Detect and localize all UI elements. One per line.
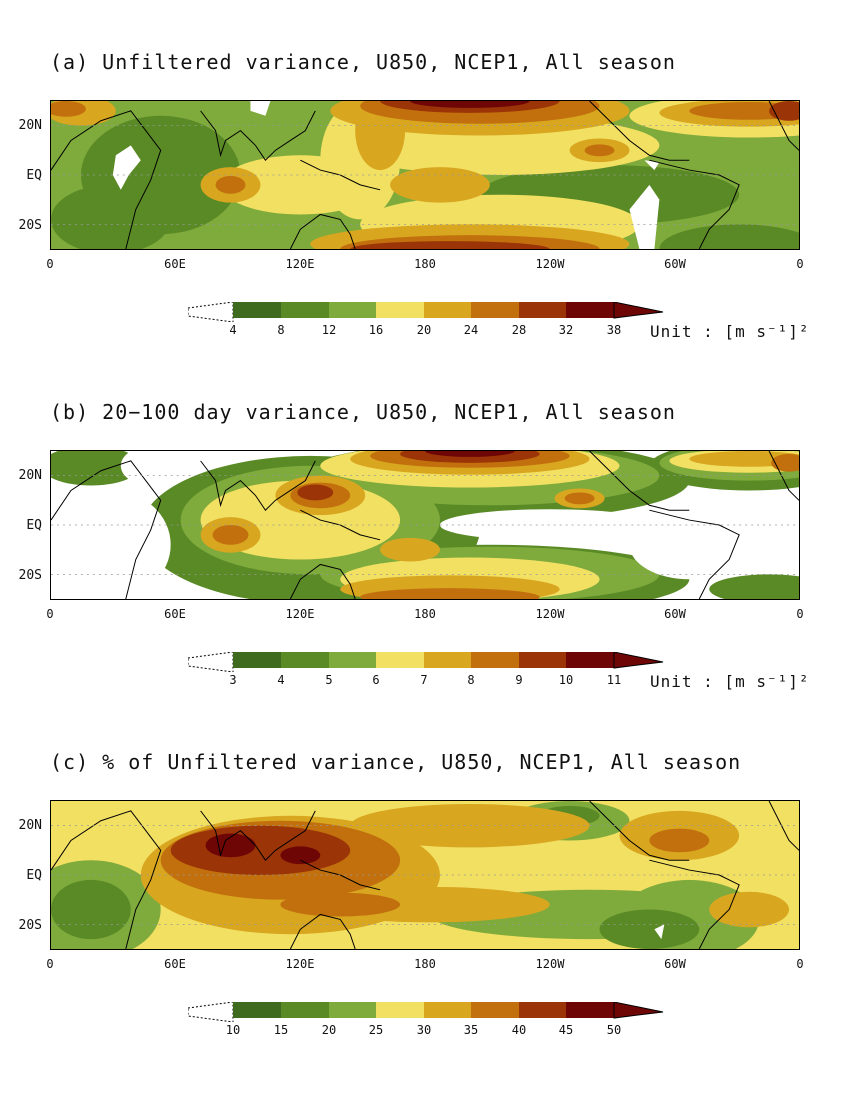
panel-b-map <box>50 450 800 600</box>
panel-b-xtick: 60E <box>164 607 186 621</box>
panel-c-cb-label: 10 <box>225 1023 241 1037</box>
panel-a-cb-label: 16 <box>368 323 384 337</box>
panel-c-cb-label: 20 <box>321 1023 337 1037</box>
panel-c-gridlines <box>51 825 799 925</box>
panel-c-cb-label: 25 <box>368 1023 384 1037</box>
panel-c-colorbar <box>187 1001 668 1023</box>
panel-c-cb-label: 15 <box>273 1023 289 1037</box>
panel-b-xtick: 120W <box>535 607 565 621</box>
panel-b-cb-label: 10 <box>558 673 574 687</box>
panel-c-xtick: 120E <box>285 957 315 971</box>
panel-b-cb-label: 3 <box>229 673 237 687</box>
panel-b-xtick: 120E <box>285 607 315 621</box>
panel-c-xtick: 60E <box>164 957 186 971</box>
panel-b-colorbar <box>187 651 668 673</box>
panel-a-xtick: 120E <box>285 257 315 271</box>
panel-a-cb-label: 4 <box>229 323 237 337</box>
panel-b-cb-label: 6 <box>372 673 380 687</box>
panel-c-cb-label: 30 <box>416 1023 432 1037</box>
panel-b-xtick: 180 <box>414 607 436 621</box>
panel-b-ytick-20n: 20N <box>18 468 42 483</box>
panel-a-ytick-20s: 20S <box>18 218 42 233</box>
panel-b-cb-label: 11 <box>606 673 622 687</box>
panel-b-unit: Unit : [m s⁻¹]² <box>650 672 810 691</box>
panel-a-xtick: 60E <box>164 257 186 271</box>
panel-a-cb-label: 12 <box>321 323 337 337</box>
panel-a-cb-label: 8 <box>277 323 285 337</box>
panel-c-xtick: 0 <box>46 957 54 971</box>
panel-c-xtick: 120W <box>535 957 565 971</box>
panel-b-cb-label: 9 <box>515 673 523 687</box>
panel-a-title: (a) Unfiltered variance, U850, NCEP1, Al… <box>50 50 676 74</box>
panel-a-gridlines <box>51 125 799 225</box>
panel-a-map <box>50 100 800 250</box>
panel-c-xtick: 180 <box>414 957 436 971</box>
panel-b-coastlines <box>51 451 799 599</box>
panel-a-coastlines <box>51 101 799 249</box>
panel-b-xtick: 0 <box>46 607 54 621</box>
panel-a-colorbar <box>187 301 668 323</box>
panel-a-xtick: 180 <box>414 257 436 271</box>
panel-a-field <box>51 101 799 249</box>
panel-a-unit: Unit : [m s⁻¹]² <box>650 322 810 341</box>
panel-a-xtick: 60W <box>664 257 686 271</box>
panel-b-cb-label: 5 <box>325 673 333 687</box>
panel-a-ytick-20n: 20N <box>18 118 42 133</box>
panel-c-title: (c) % of Unfiltered variance, U850, NCEP… <box>50 750 742 774</box>
panel-c-cb-label: 35 <box>463 1023 479 1037</box>
panel-a-xtick: 0 <box>796 257 804 271</box>
panel-c-ytick-20n: 20N <box>18 818 42 833</box>
panel-c-map <box>50 800 800 950</box>
panel-c-xtick: 60W <box>664 957 686 971</box>
panel-c-ytick-eq: EQ <box>26 868 42 883</box>
panel-b-gridlines <box>51 475 799 575</box>
panel-c-xtick: 0 <box>796 957 804 971</box>
panel-a-cb-label: 28 <box>511 323 527 337</box>
panel-b-cb-label: 7 <box>420 673 428 687</box>
panel-b-ytick-20s: 20S <box>18 568 42 583</box>
panel-a-cb-label: 20 <box>416 323 432 337</box>
panel-c-cb-label: 40 <box>511 1023 527 1037</box>
panel-c-cb-label: 50 <box>606 1023 622 1037</box>
panel-b-ytick-eq: EQ <box>26 518 42 533</box>
panel-c-cb-label: 45 <box>558 1023 574 1037</box>
panel-b-xtick: 60W <box>664 607 686 621</box>
panel-a-cb-label: 32 <box>558 323 574 337</box>
panel-b-xtick: 0 <box>796 607 804 621</box>
panel-b-title: (b) 20−100 day variance, U850, NCEP1, Al… <box>50 400 676 424</box>
panel-c-coastlines <box>51 801 799 949</box>
panel-b-cb-label: 4 <box>277 673 285 687</box>
panel-b-field <box>51 451 799 599</box>
panel-a-ytick-eq: EQ <box>26 168 42 183</box>
panel-a-xtick: 120W <box>535 257 565 271</box>
panel-c-ytick-20s: 20S <box>18 918 42 933</box>
panel-b-cb-label: 8 <box>467 673 475 687</box>
panel-a-xtick: 0 <box>46 257 54 271</box>
panel-a-cb-label: 38 <box>606 323 622 337</box>
panel-a-cb-label: 24 <box>463 323 479 337</box>
